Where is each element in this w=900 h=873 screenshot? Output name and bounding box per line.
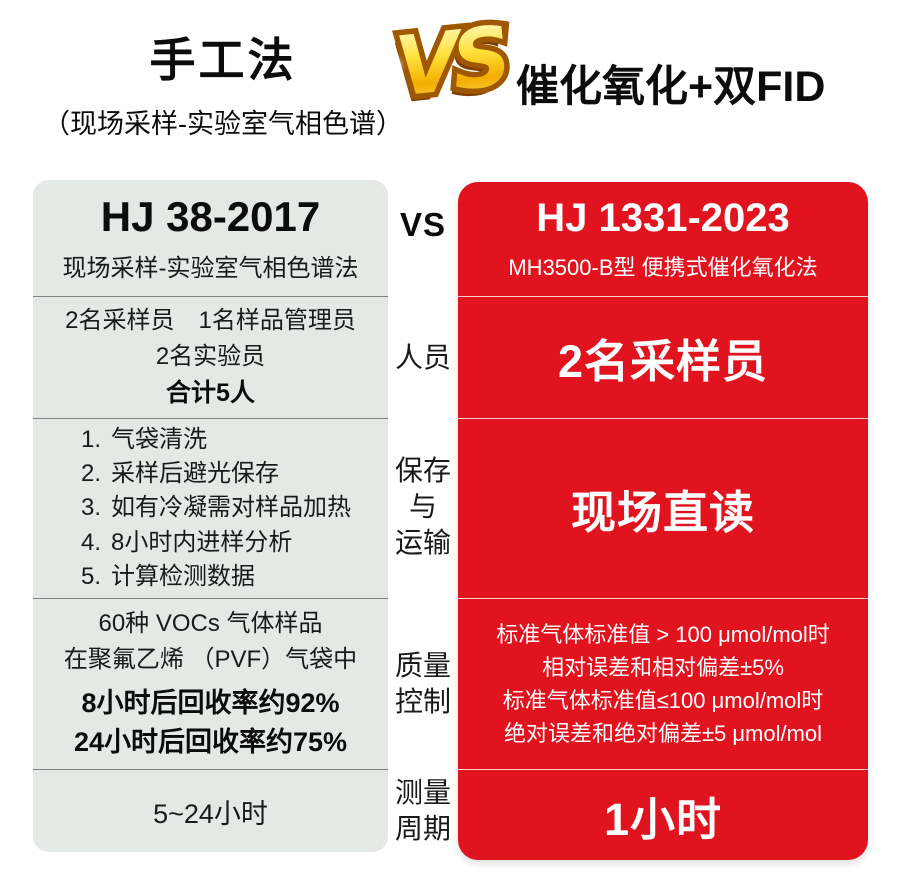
- step-text: 采样后避光保存: [111, 460, 279, 488]
- step-text: 8小时内进样分析: [111, 528, 293, 556]
- left-row-cycle: 5~24小时: [33, 769, 388, 852]
- left-method-title: 手工法: [149, 34, 297, 86]
- left-cycle-value: 5~24小时: [153, 798, 268, 829]
- step-number: 3.: [81, 494, 102, 522]
- panel-manual-method: HJ 38-2017 现场采样-实验室气相色谱法 2名采样员 1名样品管理员 2…: [33, 180, 388, 852]
- right-row-cycle: 1小时: [458, 769, 868, 860]
- storage-step: 4. 8小时内进样分析: [81, 526, 292, 560]
- personnel-line: 2名实验员: [155, 342, 266, 370]
- personnel-total: 合计5人: [166, 378, 255, 407]
- right-standard-name: MH3500-B型 便携式催化氧化法: [508, 255, 818, 280]
- quality-line: 标准气体标准值≤100 μmol/mol时: [502, 688, 824, 713]
- right-personnel-value: 2名采样员: [557, 336, 769, 387]
- row-label-cycle: 测量 周期: [394, 777, 451, 844]
- row-label-quality: 质量 控制: [394, 650, 451, 717]
- left-standard-code: HJ 38-2017: [100, 193, 321, 240]
- quality-line: 在聚氟乙烯 （PVF）气袋中: [63, 645, 358, 673]
- left-method-subtitle: （现场采样-实验室气相色谱）: [43, 109, 403, 139]
- row-label-storage: 保存 与 运输: [394, 455, 451, 558]
- left-standard-name: 现场采样-实验室气相色谱法: [62, 255, 359, 282]
- right-row-personnel: 2名采样员: [458, 296, 868, 418]
- right-cycle-value: 1小时: [603, 793, 723, 845]
- quality-recovery-8h: 8小时后回收率约92%: [81, 687, 340, 718]
- right-storage-value: 现场直读: [570, 487, 755, 538]
- left-row-personnel: 2名采样员 1名样品管理员 2名实验员 合计5人: [33, 296, 388, 418]
- step-text: 计算检测数据: [111, 562, 255, 590]
- step-number: 5.: [81, 562, 102, 590]
- right-row-storage: 现场直读: [458, 418, 868, 598]
- sparkle-icon: [492, 108, 504, 120]
- right-panel-header: HJ 1331-2023 MH3500-B型 便携式催化氧化法: [458, 182, 868, 296]
- row-label-personnel: 人员: [394, 342, 451, 373]
- storage-step: 5. 计算检测数据: [81, 560, 255, 594]
- personnel-line: 2名采样员 1名样品管理员: [65, 306, 356, 334]
- step-number: 1.: [81, 426, 102, 454]
- left-panel-header: HJ 38-2017 现场采样-实验室气相色谱法: [33, 180, 388, 296]
- header-left: 手工法 （现场采样-实验室气相色谱）: [38, 24, 408, 141]
- step-number: 4.: [81, 528, 102, 556]
- right-row-quality: 标准气体标准值 > 100 μmol/mol时 相对误差和相对偏差±5% 标准气…: [458, 598, 868, 769]
- quality-line: 绝对误差和绝对偏差±5 μmol/mol: [503, 721, 823, 746]
- left-row-storage: 1. 气袋清洗 2. 采样后避光保存 3. 如有冷凝需对样品加热 4. 8小时内…: [33, 418, 388, 598]
- quality-line: 标准气体标准值 > 100 μmol/mol时: [496, 622, 830, 647]
- right-standard-code: HJ 1331-2023: [536, 196, 790, 240]
- vs-divider-label: VS: [399, 206, 447, 243]
- quality-line: 相对误差和相对偏差±5%: [542, 655, 784, 680]
- step-number: 2.: [81, 460, 102, 488]
- quality-line: 60种 VOCs 气体样品: [98, 609, 323, 637]
- vs-badge-icon: VS VS: [386, 4, 520, 134]
- storage-step: 3. 如有冷凝需对样品加热: [81, 491, 351, 525]
- storage-step: 1. 气袋清洗: [81, 423, 207, 457]
- step-text: 气袋清洗: [111, 426, 207, 454]
- step-text: 如有冷凝需对样品加热: [111, 494, 351, 522]
- panel-catalytic-method: HJ 1331-2023 MH3500-B型 便携式催化氧化法 2名采样员 现场…: [458, 182, 868, 860]
- storage-step: 2. 采样后避光保存: [81, 457, 279, 491]
- quality-recovery-24h: 24小时后回收率约75%: [73, 727, 348, 757]
- vs-badge-fill: VS: [391, 9, 510, 116]
- left-row-quality: 60种 VOCs 气体样品 在聚氟乙烯 （PVF）气袋中 8小时后回收率约92%…: [33, 598, 388, 769]
- right-method-title: 催化氧化+双FID: [516, 63, 826, 111]
